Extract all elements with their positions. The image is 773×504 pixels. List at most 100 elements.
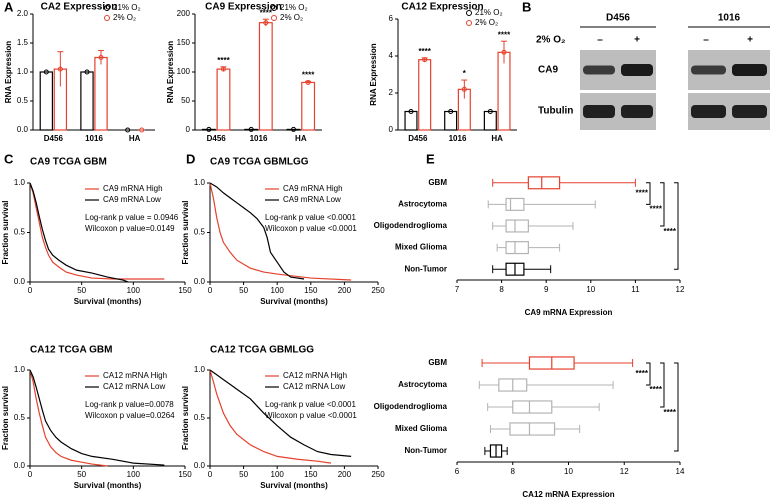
panel-label: A xyxy=(4,0,14,14)
legend-label: CA12 mRNA Low xyxy=(103,382,165,391)
blot-band xyxy=(621,105,653,118)
category-label: Non-Tumor xyxy=(404,446,447,455)
x-tick-label: HA xyxy=(129,134,141,143)
y-tick-label: 0.5 xyxy=(14,228,26,237)
y-tick-label: 100 xyxy=(177,67,191,76)
x-tick-label: 100 xyxy=(271,286,285,295)
legend-marker xyxy=(466,10,472,16)
x-tick-label: 150 xyxy=(178,470,192,479)
x-tick-label: 200 xyxy=(338,286,352,295)
legend-label: 21% O₂ xyxy=(280,3,308,12)
legend-label: CA9 mRNA Low xyxy=(103,195,161,204)
box xyxy=(505,197,525,211)
survival-curve xyxy=(29,369,108,467)
bar xyxy=(201,128,216,131)
bar xyxy=(286,128,301,131)
panel-label: C xyxy=(4,151,14,166)
x-tick-label: 12 xyxy=(620,467,629,476)
x-tick-label: 0 xyxy=(28,286,33,295)
significance-bracket xyxy=(646,182,651,205)
bar-point xyxy=(206,126,212,132)
y-tick-label: 0.5 xyxy=(14,413,26,422)
x-tick-label: 50 xyxy=(239,470,248,479)
x-tick-label: 10 xyxy=(586,285,595,294)
x-tick-label: D456 xyxy=(207,134,227,143)
chart-title: CA2 Expression xyxy=(41,2,118,13)
category-label: Mixed Glioma xyxy=(395,243,448,252)
bar-point xyxy=(84,69,90,75)
significance: **** xyxy=(650,205,663,214)
y-axis-label: RNA Expression xyxy=(166,41,175,104)
cell-line-label: D456 xyxy=(606,13,630,24)
x-tick-label: 250 xyxy=(371,470,385,479)
x-axis-label: CA12 mRNA Expression xyxy=(522,490,614,499)
x-tick-label: 8 xyxy=(511,467,516,476)
survival-curve xyxy=(209,369,332,464)
legend-label: CA9 mRNA High xyxy=(103,184,163,193)
y-tick-label: 0 xyxy=(389,125,394,134)
x-tick-label: 0 xyxy=(28,470,33,479)
annotation: Log-rank p value <0.0001 xyxy=(265,213,357,222)
significance-bracket xyxy=(674,182,679,270)
cell-line-label: 1016 xyxy=(718,13,741,24)
significance: **** xyxy=(217,56,230,65)
chart-title: CA12 TCGA GBM xyxy=(30,345,112,356)
category-label: Mixed Glioma xyxy=(395,424,448,433)
survival-curve xyxy=(209,182,352,281)
survival-curve xyxy=(29,182,165,280)
legend-label: 21% O₂ xyxy=(475,8,503,17)
x-tick-label: 1016 xyxy=(85,134,103,143)
annotation: Log-rank p value <0.0001 xyxy=(265,400,357,409)
bar xyxy=(258,22,273,131)
legend-marker xyxy=(104,15,110,21)
x-tick-label: 150 xyxy=(304,470,318,479)
x-tick-label: 12 xyxy=(676,285,685,294)
bar xyxy=(39,71,54,131)
y-tick-label: 6 xyxy=(389,14,394,23)
bar-point xyxy=(125,127,131,133)
y-tick-label: 1.0 xyxy=(194,365,206,374)
x-tick-label: 150 xyxy=(178,286,192,295)
category-label: Oligodendroglioma xyxy=(374,221,448,230)
panel-label: E xyxy=(426,151,435,166)
box xyxy=(512,400,553,414)
condition-sign: – xyxy=(703,35,709,46)
condition-sign: + xyxy=(747,35,753,46)
condition-label: 2% O₂ xyxy=(536,35,565,46)
x-tick-label: 150 xyxy=(304,286,318,295)
y-tick-label: 0.5 xyxy=(17,96,29,105)
x-tick-label: 11 xyxy=(631,285,640,294)
bar xyxy=(301,81,316,131)
box xyxy=(509,422,556,436)
y-axis-label: Fraction survival xyxy=(1,386,10,450)
significance: **** xyxy=(664,227,677,236)
blot-band xyxy=(691,65,726,75)
annotation: Wilcoxon p value <0.0001 xyxy=(265,224,357,233)
category-label: Oligodendroglioma xyxy=(374,402,448,411)
y-axis-label: Fraction survival xyxy=(181,386,190,450)
bar xyxy=(483,110,497,131)
legend-label: CA12 mRNA High xyxy=(283,371,347,380)
y-tick-label: 4 xyxy=(389,51,394,60)
survival-curve xyxy=(209,182,305,280)
x-axis-label: Survival (months) xyxy=(260,481,328,490)
annotation: Wilcoxon p value=0.0149 xyxy=(85,224,175,233)
significance: **** xyxy=(260,8,273,17)
y-tick-label: 0.0 xyxy=(17,125,29,134)
category-label: GBM xyxy=(428,178,447,187)
y-tick-label: 1.0 xyxy=(194,178,206,187)
legend-label: 2% O₂ xyxy=(280,13,303,22)
bar-point xyxy=(291,126,297,132)
significance-bracket xyxy=(660,182,665,227)
annotation: Log-rank p value = 0.0946 xyxy=(85,213,179,222)
x-tick-label: 7 xyxy=(455,285,460,294)
y-axis-label: Fraction survival xyxy=(1,200,10,264)
y-tick-label: 2.0 xyxy=(17,9,29,18)
bar-point xyxy=(248,126,254,132)
blot-band xyxy=(583,105,615,118)
significance: **** xyxy=(664,408,677,417)
significance: **** xyxy=(498,30,511,39)
x-tick-label: 50 xyxy=(77,286,86,295)
condition-sign: – xyxy=(597,35,603,46)
